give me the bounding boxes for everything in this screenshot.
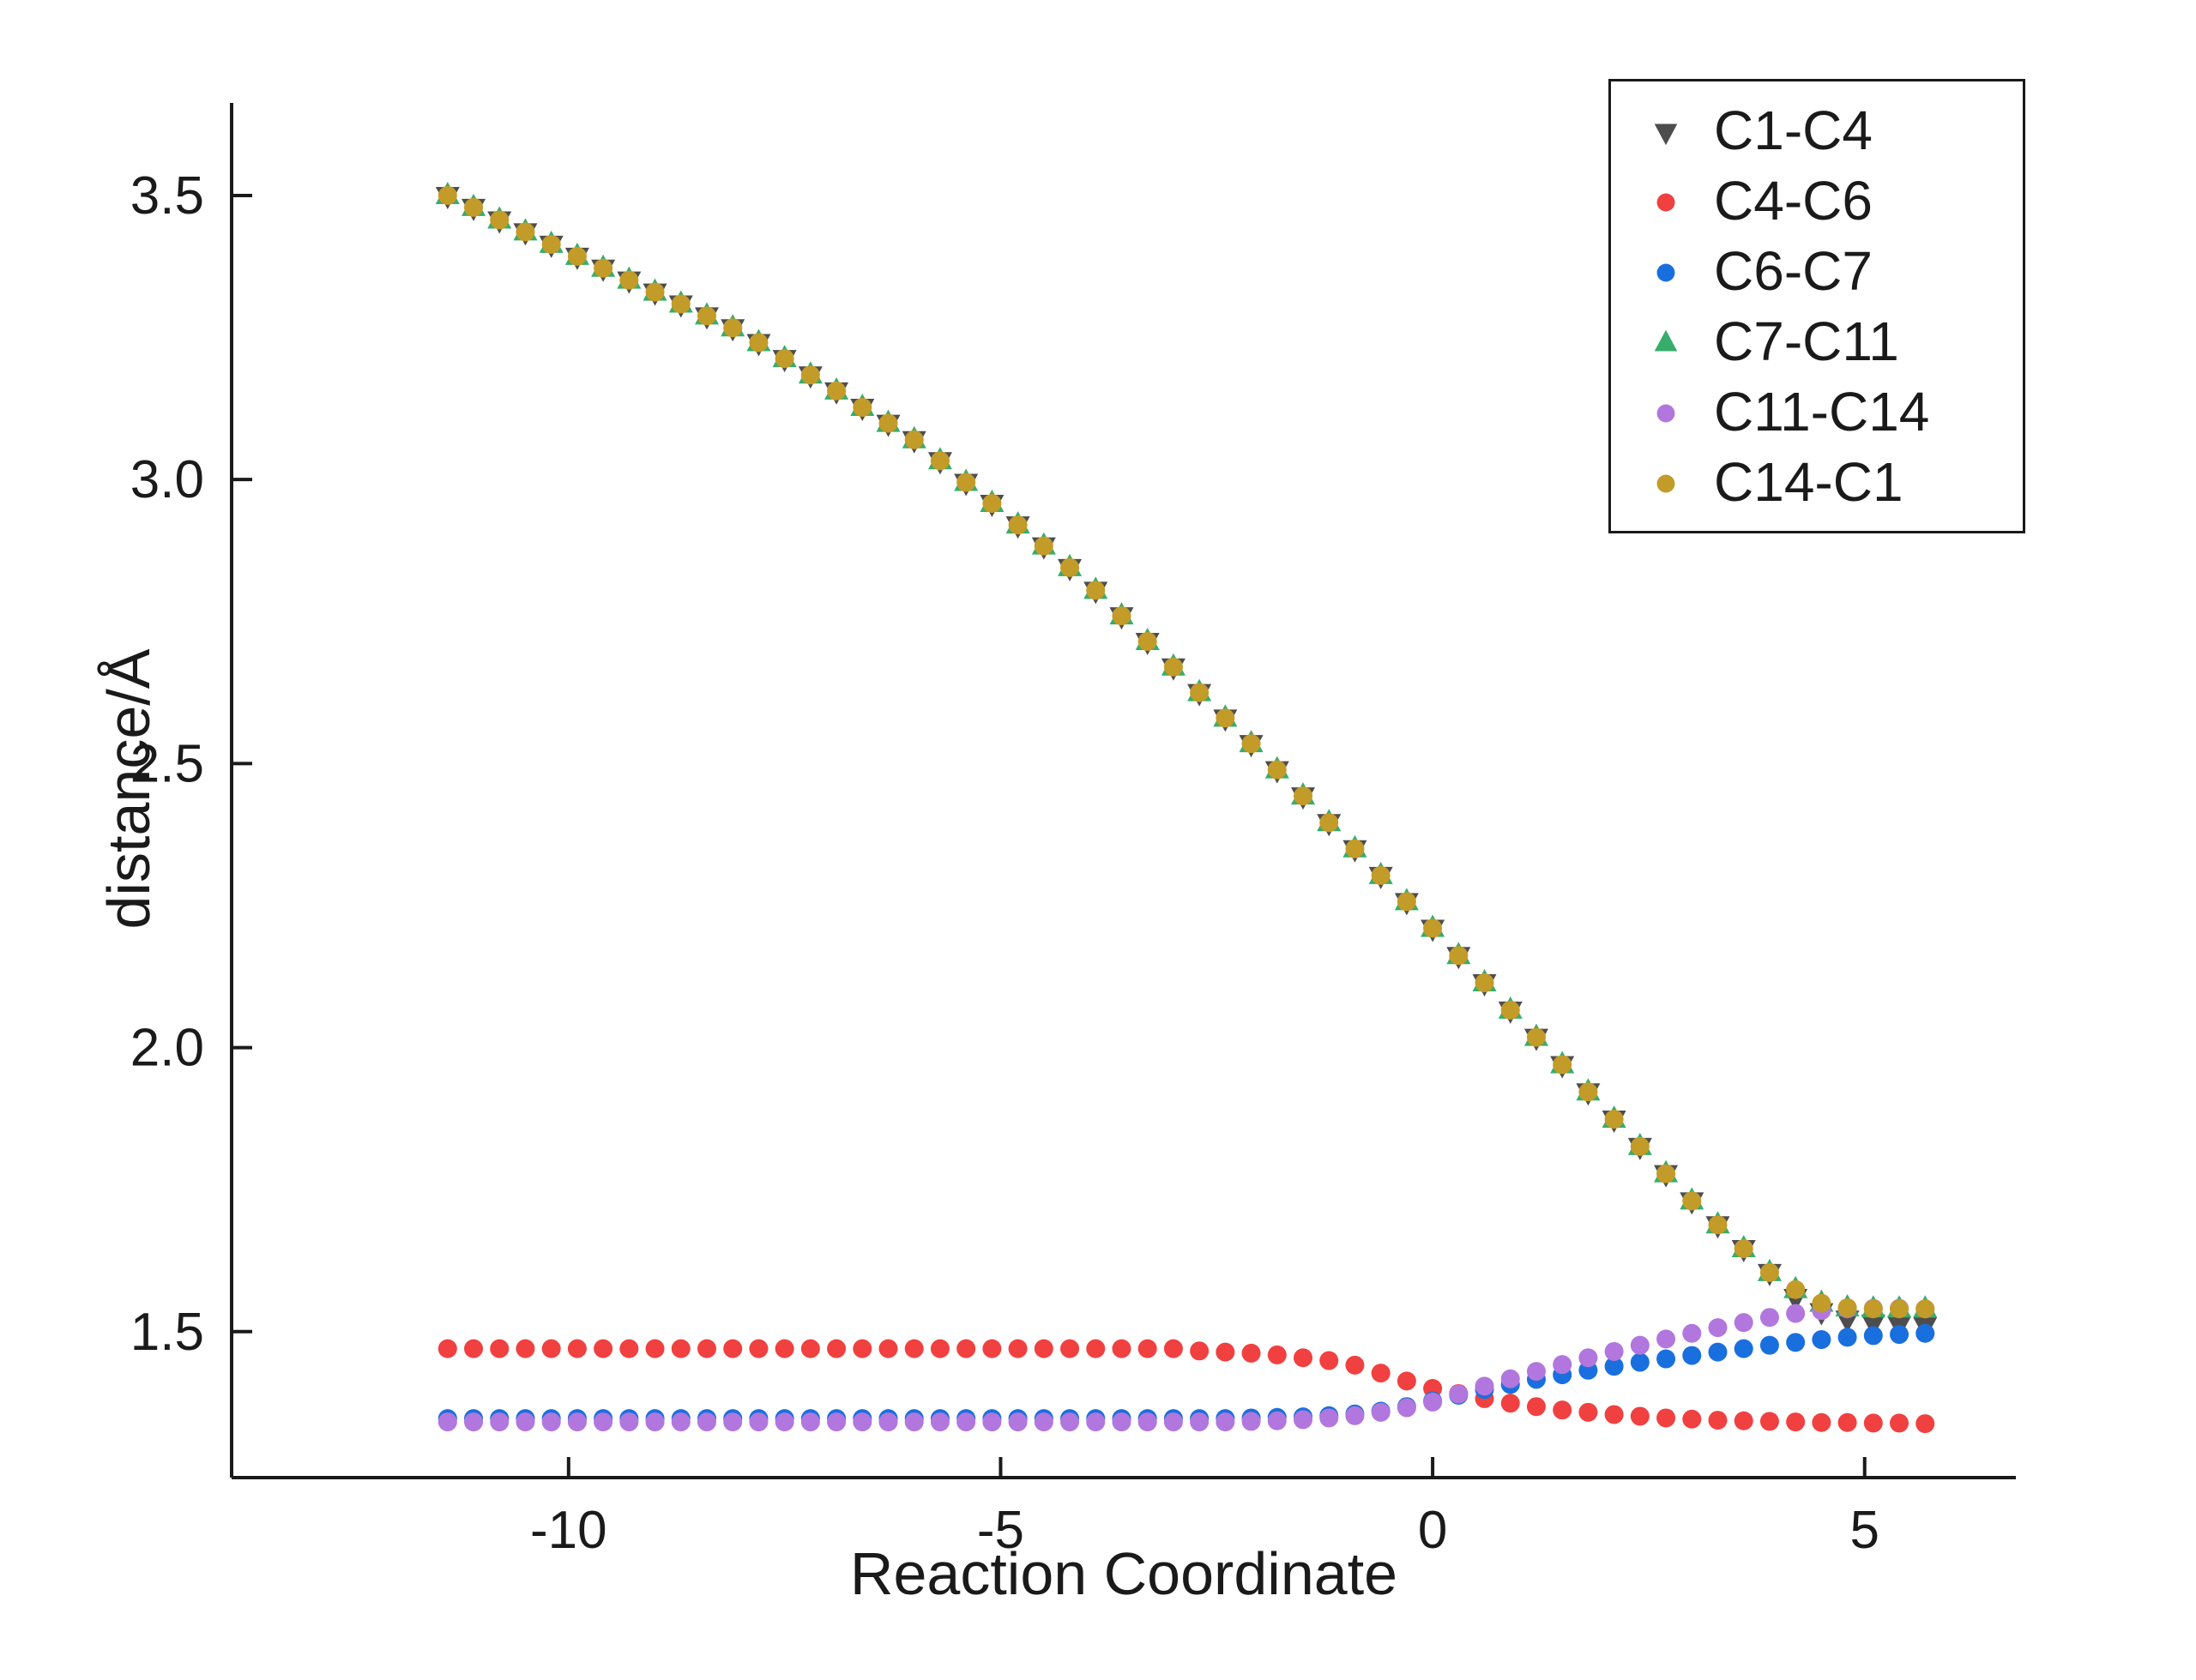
series-C11-C14 [437,1298,1935,1432]
triangle-up-icon [1654,329,1678,352]
axes [230,103,2016,1479]
svg-text:-5: -5 [977,1501,1024,1560]
legend-item-c14-c1: C14-C1 [1611,447,2023,517]
legend-label: C7-C11 [1714,310,1899,372]
y-axis-title: distance/Å [95,648,162,930]
legend-label: C6-C7 [1714,240,1873,302]
legend-item-c7-c11: C7-C11 [1611,306,2023,376]
legend: C1-C4 C4-C6 C6-C7 C7-C11 C11-C14 C14-C1 [1608,79,2025,533]
svg-text:-10: -10 [530,1501,607,1560]
circle-marker-icon [1656,263,1675,282]
svg-text:1.5: 1.5 [130,1303,204,1362]
circle-marker-icon [1656,193,1675,212]
series-C6-C7 [437,1323,1935,1429]
legend-item-c1-c4: C1-C4 [1611,95,2023,166]
svg-text:3.5: 3.5 [130,166,204,226]
triangle-down-icon [1654,123,1678,146]
svg-text:3.0: 3.0 [130,450,204,509]
series-C14-C1 [437,185,1935,1319]
legend-label: C14-C1 [1714,451,1903,513]
svg-text:5: 5 [1849,1501,1879,1560]
circle-marker-icon [1656,474,1675,493]
legend-label: C4-C6 [1714,170,1873,232]
legend-label: C1-C4 [1714,99,1873,161]
legend-item-c4-c6: C4-C6 [1611,166,2023,236]
svg-text:2.5: 2.5 [130,734,204,793]
tick-labels: -10 -5 0 5 1.5 2.0 2.5 3.0 3.5 [130,166,1879,1560]
series-C4-C6 [437,1339,1935,1434]
x-axis-title: Reaction Coordinate [849,1540,1398,1607]
svg-text:0: 0 [1418,1501,1447,1560]
legend-item-c6-c7: C6-C7 [1611,236,2023,306]
svg-text:2.0: 2.0 [130,1019,204,1078]
legend-item-c11-c14: C11-C14 [1611,376,2023,447]
legend-label: C11-C14 [1714,381,1930,443]
circle-marker-icon [1656,404,1675,423]
